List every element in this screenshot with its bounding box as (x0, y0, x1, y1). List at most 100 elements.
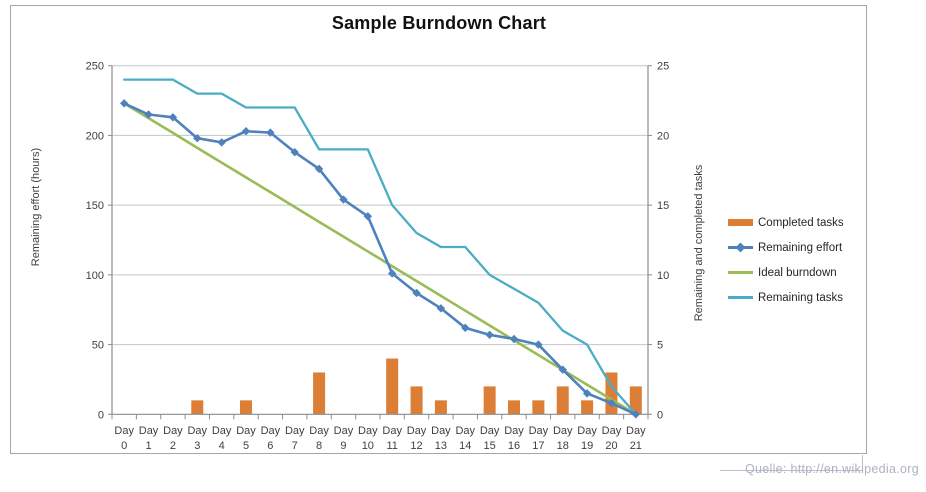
day-label-num-18: 18 (557, 440, 569, 452)
diamond-marker-icon (735, 242, 746, 253)
marker-diamond-day-15 (485, 330, 494, 340)
day-label-num-1: 1 (145, 440, 151, 452)
legend-line-swatch-icon (728, 291, 754, 305)
day-label-word-3: Day (187, 425, 207, 437)
left-tick-label-250: 250 (86, 61, 104, 73)
legend-row-remaining-tasks: Remaining tasks (728, 285, 844, 310)
legend-row-remaining-effort: Remaining effort (728, 235, 844, 260)
day-label-word-9: Day (334, 425, 354, 437)
bar-day-13 (434, 400, 447, 415)
marker-diamond-day-7 (290, 147, 299, 157)
chart-title: Sample Burndown Chart (331, 13, 547, 33)
marker-diamond-day-18 (558, 365, 567, 374)
right-tick-label-25: 25 (657, 61, 669, 73)
marker-diamond-day-8 (314, 164, 324, 174)
marker-diamond-day-4 (217, 138, 226, 147)
day-label-num-14: 14 (459, 440, 471, 452)
day-label-num-0: 0 (121, 440, 127, 452)
bar-day-18 (556, 386, 569, 415)
right-tick-label-20: 20 (657, 130, 669, 142)
bar-day-8 (313, 372, 326, 415)
day-label-word-0: Day (114, 425, 134, 437)
marker-diamond-day-3 (193, 134, 202, 143)
left-tick-label-200: 200 (86, 130, 104, 142)
marker-diamond-day-9 (339, 195, 348, 204)
bar-day-19 (581, 400, 594, 415)
marker-diamond-day-16 (509, 334, 519, 344)
day-label-num-5: 5 (243, 440, 249, 452)
series-line-remaining-tasks (123, 78, 637, 416)
day-label-num-3: 3 (194, 440, 200, 452)
legend-row-completed-tasks: Completed tasks (728, 210, 844, 235)
legend-row-ideal-burndown: Ideal burndown (728, 260, 844, 285)
day-label-word-10: Day (358, 425, 378, 437)
legend-bar-swatch-icon (728, 216, 754, 230)
day-label-word-12: Day (407, 425, 427, 437)
day-label-num-8: 8 (316, 440, 322, 452)
day-label-num-21: 21 (630, 440, 642, 452)
bar-day-12 (410, 386, 423, 415)
right-tick-label-0: 0 (657, 409, 663, 421)
day-label-num-20: 20 (605, 440, 617, 452)
marker-diamond-day-21 (631, 410, 641, 419)
series-line-remaining-effort (122, 102, 638, 416)
day-label-num-10: 10 (362, 440, 374, 452)
day-label-word-7: Day (285, 425, 305, 437)
attribution-text: Quelle: http://en.wikipedia.org (745, 462, 919, 476)
marker-diamond-day-12 (412, 288, 421, 298)
legend-line-swatch-icon (728, 266, 754, 280)
right-tick-label-10: 10 (657, 270, 669, 282)
day-label-word-11: Day (382, 425, 402, 437)
left-tick-label-100: 100 (86, 270, 104, 282)
marker-diamond-day-6 (266, 128, 275, 137)
day-label-num-16: 16 (508, 440, 520, 452)
marker-diamond-day-11 (387, 269, 397, 278)
legend-label: Ideal burndown (758, 266, 837, 279)
legend-label: Completed tasks (758, 216, 844, 229)
legend-label: Remaining effort (758, 241, 843, 254)
marker-diamond-day-13 (436, 304, 446, 313)
bar-day-11 (386, 358, 399, 415)
day-label-word-17: Day (529, 425, 549, 437)
day-label-num-19: 19 (581, 440, 593, 452)
day-label-num-12: 12 (410, 440, 422, 452)
marker-diamond-day-0 (119, 99, 129, 108)
bar-day-15 (483, 386, 496, 415)
day-label-word-8: Day (309, 425, 329, 437)
marker-diamond-day-19 (582, 389, 592, 398)
marker-diamond-day-2 (168, 113, 178, 122)
day-label-word-15: Day (480, 425, 500, 437)
bar-day-17 (532, 400, 545, 415)
day-label-num-17: 17 (532, 440, 544, 452)
day-label-word-14: Day (455, 425, 475, 437)
bar-day-3 (191, 400, 204, 415)
day-label-word-6: Day (261, 425, 281, 437)
day-label-num-9: 9 (340, 440, 346, 452)
right-tick-label-15: 15 (657, 200, 669, 212)
day-label-num-13: 13 (435, 440, 447, 452)
marker-diamond-day-20 (607, 398, 616, 408)
bar-day-21 (629, 386, 642, 415)
day-label-word-19: Day (577, 425, 597, 437)
left-tick-label-0: 0 (98, 409, 104, 421)
day-label-word-20: Day (602, 425, 622, 437)
legend-line-swatch-icon (728, 241, 754, 255)
day-label-word-1: Day (139, 425, 159, 437)
right-tick-label-5: 5 (657, 340, 663, 352)
watermark-vertical-line (862, 455, 863, 471)
day-label-word-13: Day (431, 425, 451, 437)
marker-diamond-day-5 (241, 127, 251, 136)
day-label-word-4: Day (212, 425, 232, 437)
day-label-word-5: Day (236, 425, 256, 437)
day-label-word-21: Day (626, 425, 646, 437)
marker-diamond-day-10 (363, 212, 373, 221)
day-label-word-18: Day (553, 425, 573, 437)
left-tick-label-50: 50 (92, 340, 104, 352)
marker-diamond-day-17 (534, 340, 543, 349)
legend: Completed tasks Remaining effort Ideal bur… (728, 210, 844, 310)
day-label-num-2: 2 (170, 440, 176, 452)
day-label-num-11: 11 (386, 440, 397, 452)
day-label-num-15: 15 (484, 440, 496, 452)
series-line-ideal-burndown (122, 102, 638, 416)
